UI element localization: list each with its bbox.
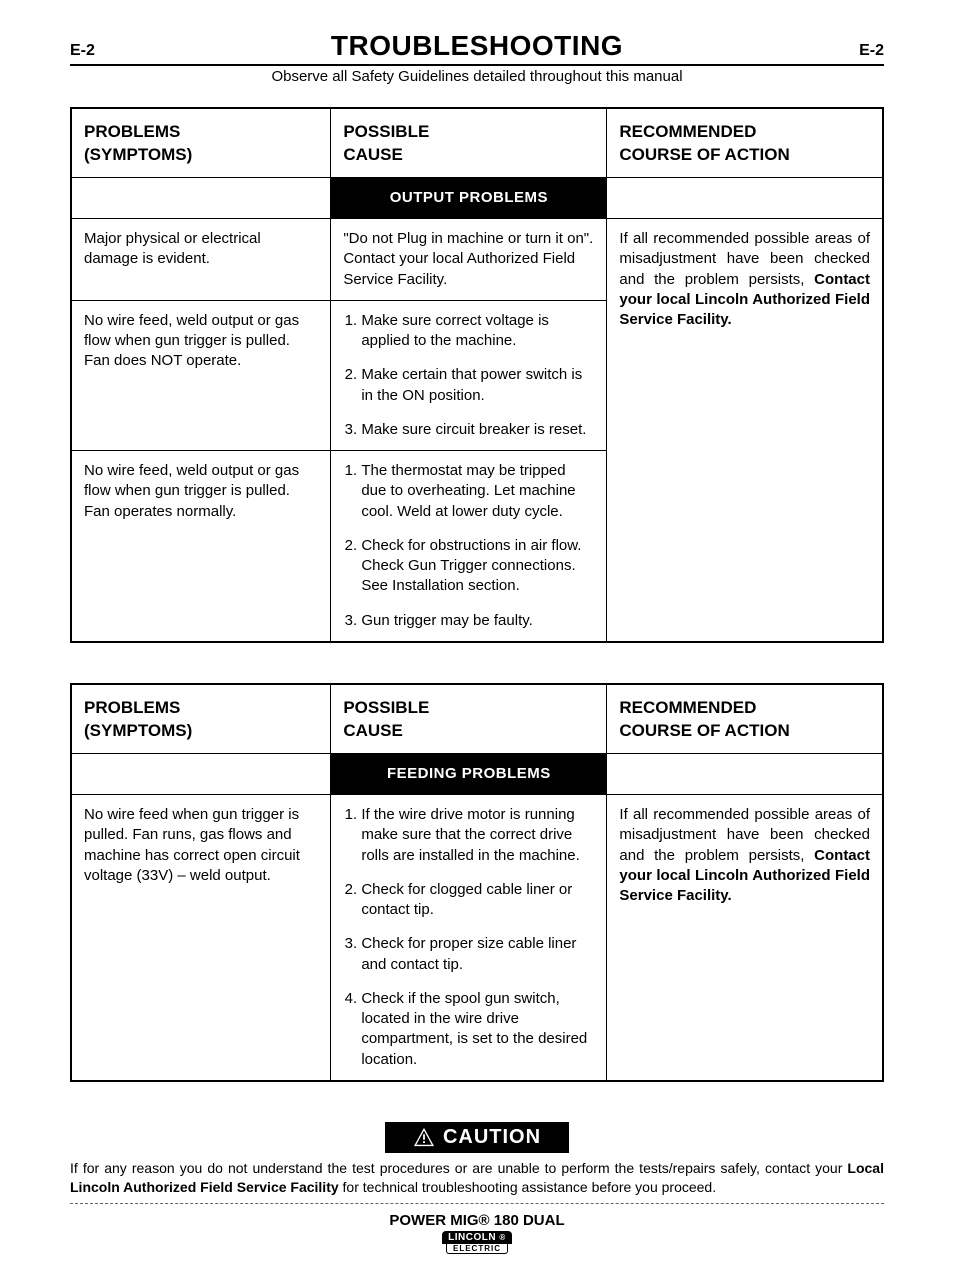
footer-product-name: POWER MIG® 180 DUAL [70,1212,884,1229]
page-subtitle: Observe all Safety Guidelines detailed t… [70,68,884,85]
blank-cell [607,177,883,218]
cause-item: Check for proper size cable liner and co… [361,934,594,975]
table-row: Major physical or electrical damage is e… [71,219,883,301]
cause-cell: If the wire drive motor is running make … [331,795,607,1081]
action-cell: If all recommended possible areas of mis… [607,219,883,642]
cause-item: Check if the spool gun switch, located i… [361,989,594,1070]
cause-item: Check for obstructions in air flow. Chec… [361,536,594,597]
cause-item: Gun trigger may be faulty. [361,611,594,631]
lincoln-electric-logo: LINCOLN ® ELECTRIC [442,1231,512,1254]
page-number-left: E-2 [70,42,95,60]
page-number-right: E-2 [859,42,884,60]
cause-item: The thermostat may be tripped due to ove… [361,461,594,522]
caution-section: CAUTION If for any reason you do not und… [70,1122,884,1204]
caution-text: If for any reason you do not understand … [70,1159,884,1204]
page-footer: POWER MIG® 180 DUAL LINCOLN ® ELECTRIC [70,1212,884,1256]
symptom-cell: No wire feed when gun trigger is pulled.… [71,795,331,1081]
cause-item: Check for clogged cable liner or contact… [361,880,594,921]
cause-item: Make sure correct voltage is applied to … [361,311,594,352]
blank-cell [607,753,883,794]
table-header-row: PROBLEMS(SYMPTOMS) POSSIBLECAUSE RECOMME… [71,108,883,177]
caution-text-post: for technical troubleshooting assistance… [339,1179,716,1195]
col-header-symptoms: PROBLEMS(SYMPTOMS) [71,684,331,753]
caution-banner: CAUTION [385,1122,569,1153]
cause-list: The thermostat may be tripped due to ove… [343,461,594,631]
cause-list: If the wire drive motor is running make … [343,805,594,1070]
action-cell: If all recommended possible areas of mis… [607,795,883,1081]
cause-cell: "Do not Plug in machine or turn it on". … [331,219,607,301]
cause-list: Make sure correct voltage is applied to … [343,311,594,440]
caution-text-pre: If for any reason you do not understand … [70,1160,847,1176]
cause-item: If the wire drive motor is running make … [361,805,594,866]
symptom-cell: No wire feed, weld output or gas flow wh… [71,451,331,642]
cause-cell: The thermostat may be tripped due to ove… [331,451,607,642]
logo-top-text: LINCOLN ® [442,1231,512,1244]
symptom-cell: Major physical or electrical damage is e… [71,219,331,301]
col-header-cause: POSSIBLECAUSE [331,108,607,177]
symptom-cell: No wire feed, weld output or gas flow wh… [71,300,331,450]
table-header-row: PROBLEMS(SYMPTOMS) POSSIBLECAUSE RECOMME… [71,684,883,753]
col-header-action: RECOMMENDEDCOURSE OF ACTION [607,108,883,177]
troubleshooting-table-output: PROBLEMS(SYMPTOMS) POSSIBLECAUSE RECOMME… [70,107,884,643]
section-band-feeding: FEEDING PROBLEMS [331,753,607,794]
table-row: No wire feed when gun trigger is pulled.… [71,795,883,1081]
col-header-cause: POSSIBLECAUSE [331,684,607,753]
caution-label: CAUTION [443,1126,541,1149]
troubleshooting-table-feeding: PROBLEMS(SYMPTOMS) POSSIBLECAUSE RECOMME… [70,683,884,1082]
col-header-action: RECOMMENDEDCOURSE OF ACTION [607,684,883,753]
page-title: TROUBLESHOOTING [331,30,623,62]
cause-item: Make sure circuit breaker is reset. [361,420,594,440]
section-band-row: OUTPUT PROBLEMS [71,177,883,218]
col-header-symptoms: PROBLEMS(SYMPTOMS) [71,108,331,177]
logo-bottom-text: ELECTRIC [446,1244,508,1254]
page-header: E-2 TROUBLESHOOTING E-2 [70,30,884,66]
cause-item: Make certain that power switch is in the… [361,365,594,406]
warning-triangle-icon [413,1127,435,1147]
section-band-row: FEEDING PROBLEMS [71,753,883,794]
blank-cell [71,177,331,218]
blank-cell [71,753,331,794]
cause-cell: Make sure correct voltage is applied to … [331,300,607,450]
section-band-output: OUTPUT PROBLEMS [331,177,607,218]
